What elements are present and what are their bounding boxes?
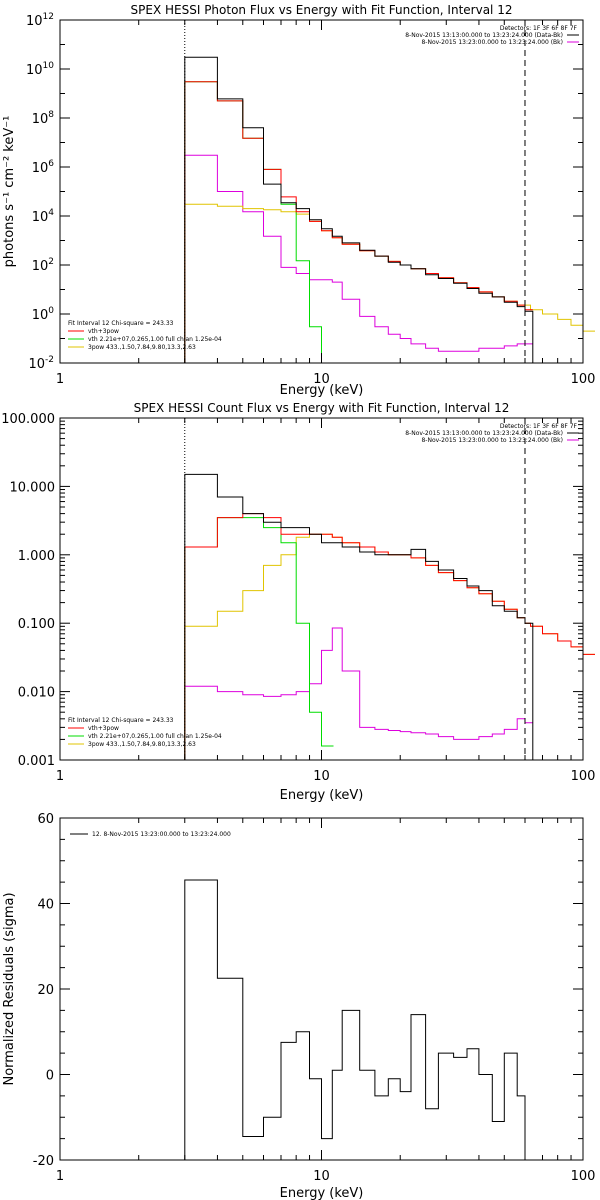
count-y-tick-label: 10.000 bbox=[10, 480, 56, 495]
photon-info-line: 8-Nov-2015 13:13:00.000 to 13:23:24.000 … bbox=[405, 32, 563, 39]
residuals-panel: 1 10 100 -20 0 20 40 60 Energy (keV) Normalized… bbox=[2, 812, 595, 1200]
residual-y-tick-label: 20 bbox=[37, 983, 54, 998]
photon-y-tick-label: 102 bbox=[32, 257, 54, 274]
count-series-vth bbox=[184, 517, 334, 760]
photon-y-tick-label: 106 bbox=[32, 159, 55, 176]
residual-y-tick-label: 0 bbox=[46, 1069, 54, 1084]
count-y-tick-label: 0.001 bbox=[18, 754, 55, 769]
photon-legend-entry: vth+3pow bbox=[88, 328, 119, 335]
count-plot-frame bbox=[59, 417, 584, 761]
residual-y-tick-label: 40 bbox=[37, 898, 54, 913]
photon-y-tick-label: 104 bbox=[32, 208, 55, 225]
photon-series-vth-3pow bbox=[184, 81, 533, 363]
photon-legend-header: Fit Interval 12 Chi-square = 243.33 bbox=[68, 320, 174, 327]
photon-flux-title: SPEX HESSI Photon Flux vs Energy with Fi… bbox=[131, 3, 513, 17]
residuals-xlabel: Energy (keV) bbox=[280, 1186, 364, 1200]
count-x-tick-label: 10 bbox=[313, 769, 330, 784]
photon-flux-panel: 1 10 100 10-2 100 102 104 106 108 1010 1012 SPEX H… bbox=[2, 3, 595, 398]
photon-y-tick-label: 100 bbox=[32, 306, 55, 323]
count-y-tick-label: 1.000 bbox=[18, 549, 55, 564]
count-y-tick-label: 100.000 bbox=[1, 412, 55, 427]
photon-x-tick-label: 100 bbox=[571, 372, 596, 387]
count-legend-entry: vth+3pow bbox=[88, 725, 119, 732]
count-legend-entry: 3pow 433.,1.50,7.84,9.80,13.3,2.63 bbox=[88, 741, 196, 748]
count-y-tick-label: 0.010 bbox=[18, 686, 55, 701]
count-series-bk bbox=[184, 627, 533, 760]
count-legend-entry: vth 2.21e+07,0.265,1.00 full chian 1.25e… bbox=[88, 733, 222, 740]
count-flux-xlabel: Energy (keV) bbox=[280, 788, 364, 803]
photon-legend-entry: vth 2.21e+07,0.265,1.00 full chian 1.25e… bbox=[88, 336, 222, 343]
residual-y-tick-label: -20 bbox=[33, 1154, 54, 1169]
count-flux-title: SPEX HESSI Count Flux vs Energy with Fit… bbox=[134, 401, 510, 415]
count-info-line: Detectors: 1F 3F 6F 8F 7F bbox=[500, 423, 578, 430]
photon-info-line: 8-Nov-2015 13:23:00.000 to 13:23:24.000 … bbox=[421, 39, 563, 46]
count-info-line: 8-Nov-2015 13:23:00.000 to 13:23:24.000 … bbox=[421, 437, 563, 444]
photon-y-tick-label: 1012 bbox=[26, 12, 54, 29]
residual-y-tick-label: 60 bbox=[37, 812, 54, 827]
residuals-ylabel: Normalized Residuals (sigma) bbox=[2, 892, 17, 1085]
count-flux-panel: 1 10 1000.0010.0100.1001.00010.000100.000 … bbox=[1, 401, 595, 803]
photon-series-vth bbox=[184, 81, 334, 364]
count-y-tick-label: 0.100 bbox=[18, 617, 55, 632]
photon-y-tick-label: 10-2 bbox=[28, 355, 54, 372]
residual-x-tick-label: 100 bbox=[571, 1169, 596, 1184]
count-info-line: 8-Nov-2015 13:13:00.000 to 13:23:24.000 … bbox=[405, 430, 563, 437]
photon-series-data-bk bbox=[184, 56, 534, 363]
photon-y-tick-label: 1010 bbox=[26, 61, 54, 78]
photon-series-3pow bbox=[184, 203, 595, 363]
residual-x-tick-label: 1 bbox=[56, 1169, 64, 1184]
residual-x-tick-label: 10 bbox=[313, 1169, 330, 1184]
residual-legend-entry: 12. 8-Nov-2015 13:23:00.000 to 13:23:24.… bbox=[92, 831, 231, 838]
photon-info-line: Detectors: 1F 3F 6F 8F 7F bbox=[500, 25, 578, 32]
photon-legend-entry: 3pow 433.,1.50,7.84,9.80,13.3,2.63 bbox=[88, 344, 196, 351]
residual-series-12-8-nov-2015-13-23-00-000-to-13-23-24-000 bbox=[184, 879, 533, 1161]
photon-x-tick-label: 1 bbox=[56, 372, 64, 387]
photon-flux-xlabel: Energy (keV) bbox=[280, 383, 364, 398]
photon-flux-ylabel: photons s⁻¹ cm⁻² keV⁻¹ bbox=[2, 116, 17, 268]
photon-x-tick-label: 10 bbox=[313, 372, 330, 387]
count-series-3pow bbox=[184, 533, 595, 760]
photon-plot-frame bbox=[59, 19, 584, 364]
count-series-data-bk bbox=[184, 473, 534, 760]
photon-series-bk bbox=[184, 154, 533, 363]
photon-y-tick-label: 108 bbox=[32, 110, 55, 127]
count-series-vth-3pow bbox=[184, 513, 595, 760]
count-legend-header: Fit Interval 12 Chi-square = 243.33 bbox=[68, 717, 174, 724]
count-x-tick-label: 100 bbox=[571, 769, 596, 784]
count-x-tick-label: 1 bbox=[56, 769, 64, 784]
